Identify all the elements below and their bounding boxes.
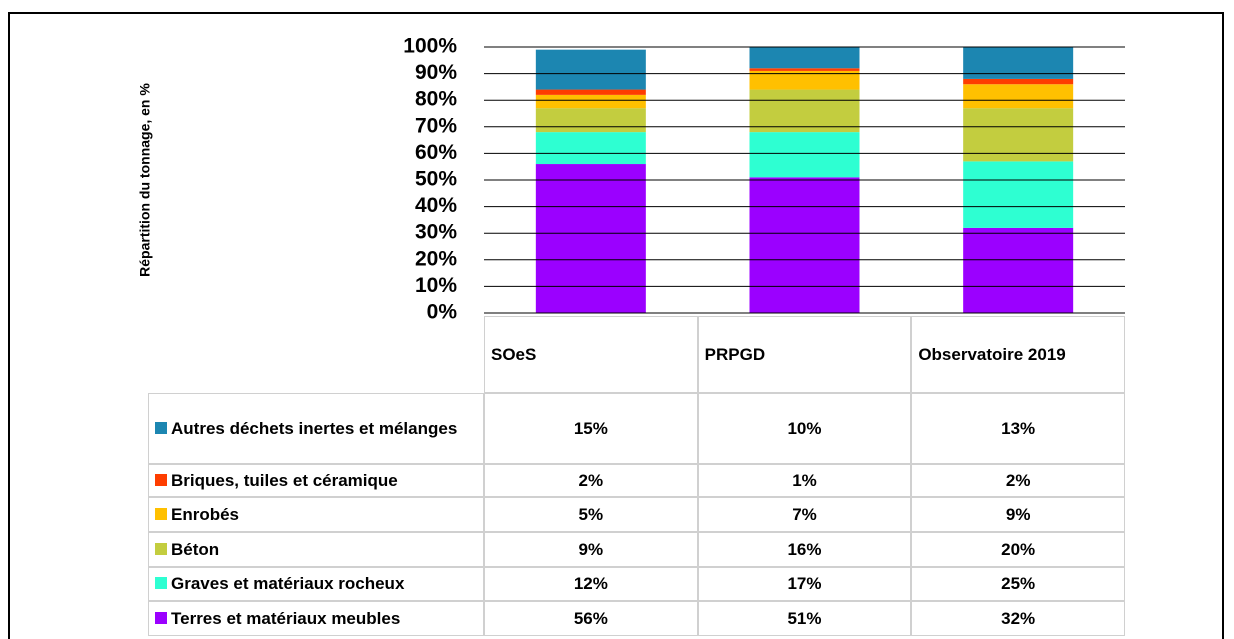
legend-key — [155, 542, 167, 555]
bar-segment — [749, 47, 860, 69]
legend-cell: Briques, tuiles et céramique — [148, 464, 484, 497]
legend-entry: Graves et matériaux rocheux — [155, 571, 404, 597]
legend-entry: Béton — [155, 537, 219, 563]
data-label: 1% — [697, 464, 912, 497]
bar-segment — [963, 161, 1074, 228]
legend-key — [155, 421, 167, 434]
data-label: 13% — [911, 393, 1125, 464]
bar-segment — [963, 84, 1074, 109]
y-tick-label: 60% — [415, 141, 457, 164]
data-label: 9% — [484, 532, 698, 567]
data-label: 10% — [697, 393, 912, 464]
data-label: 2% — [911, 464, 1125, 497]
bar-segment — [749, 68, 860, 71]
legend-key — [155, 507, 167, 520]
legend-entry: Enrobés — [155, 502, 239, 528]
bar-segment — [535, 108, 646, 133]
legend-entry: Briques, tuiles et céramique — [155, 468, 398, 494]
table-header-cell: PRPGD — [697, 316, 912, 393]
bar-segment — [749, 132, 860, 178]
legend-label: Béton — [171, 539, 220, 559]
y-axis-label: Répartition du tonnage, en % — [137, 83, 153, 277]
legend-key — [155, 473, 167, 486]
legend-cell: Autres déchets inertes et mélanges — [148, 393, 484, 464]
data-label: 16% — [697, 532, 912, 567]
data-label: 9% — [911, 497, 1125, 532]
chart-frame — [8, 12, 1224, 639]
legend-entry: Terres et matériaux meubles — [155, 606, 400, 632]
table-header-cell: SOeS — [484, 316, 698, 393]
legend-label: Terres et matériaux meubles — [171, 608, 401, 628]
data-label: 56% — [484, 601, 698, 636]
bar-segment — [749, 70, 860, 90]
bar-segment — [749, 177, 860, 313]
legend-cell: Béton — [148, 532, 484, 567]
data-label: 7% — [697, 497, 912, 532]
bar-segment — [535, 164, 646, 313]
data-label: 25% — [911, 567, 1125, 601]
y-tick-label: 70% — [415, 114, 457, 137]
legend-label: Autres déchets inertes et mélanges — [171, 418, 458, 438]
y-tick-label: 30% — [415, 221, 457, 244]
y-tick-label: 10% — [415, 274, 457, 297]
y-tick-label: 90% — [415, 61, 457, 84]
y-tick-label: 20% — [415, 247, 457, 270]
bar-segment — [535, 49, 646, 90]
bar-segment — [535, 94, 646, 109]
bar-segment — [535, 132, 646, 165]
data-label: 32% — [911, 601, 1125, 636]
bar-segment — [535, 89, 646, 95]
y-tick-label: 0% — [427, 301, 458, 324]
legend-entry: Autres déchets inertes et mélanges — [155, 416, 457, 442]
bar-segment — [963, 78, 1074, 85]
legend-key — [155, 611, 167, 624]
bar-segment — [963, 108, 1074, 162]
legend-label: Enrobés — [171, 504, 240, 524]
data-label: 5% — [484, 497, 698, 532]
legend-label: Graves et matériaux rocheux — [171, 574, 405, 593]
data-label: 51% — [697, 601, 912, 636]
data-label: 15% — [484, 393, 698, 464]
data-label: 2% — [484, 464, 698, 497]
y-tick-label: 80% — [415, 88, 457, 111]
data-label: 20% — [911, 532, 1125, 567]
legend-cell: Enrobés — [148, 497, 484, 532]
bar-segment — [749, 89, 860, 133]
legend-cell: Graves et matériaux rocheux — [148, 567, 484, 601]
data-label: 17% — [697, 567, 912, 601]
data-label: 12% — [484, 567, 698, 601]
table-header-cell: Observatoire 2019 — [911, 316, 1125, 393]
bars — [535, 47, 1074, 313]
legend-cell: Terres et matériaux meubles — [148, 601, 484, 636]
bar-segment — [963, 227, 1074, 313]
legend-label: Briques, tuiles et céramique — [171, 470, 398, 490]
legend-key — [155, 577, 167, 589]
y-tick-label: 100% — [403, 35, 457, 58]
y-tick-label: 50% — [415, 168, 457, 191]
y-tick-label: 40% — [415, 194, 457, 217]
